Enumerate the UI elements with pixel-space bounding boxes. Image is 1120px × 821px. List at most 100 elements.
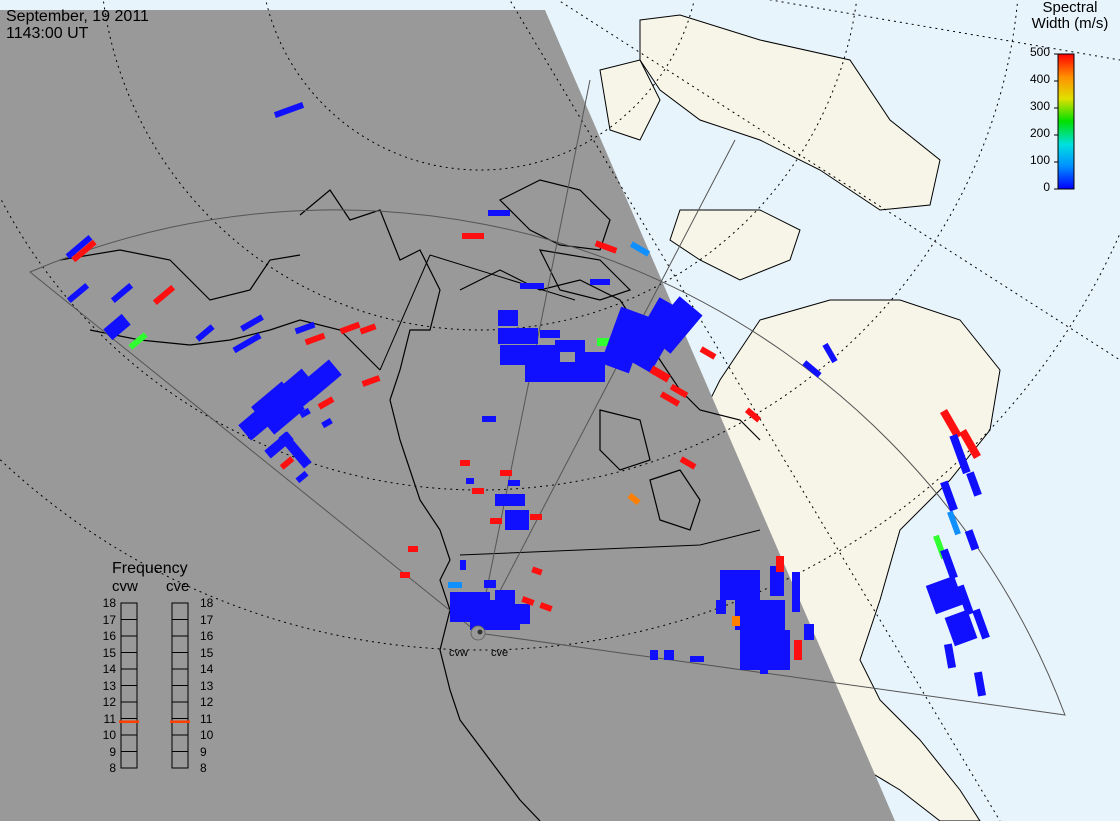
frequency-tick-label: 10 (200, 728, 214, 742)
backscatter-cell (925, 575, 965, 615)
frequency-tick-label: 10 (102, 728, 116, 742)
backscatter-cell (508, 480, 520, 486)
frequency-radar-cve: cve (166, 578, 190, 595)
backscatter-cell (555, 340, 585, 352)
backscatter-cell (400, 572, 410, 578)
backscatter-cell (448, 582, 462, 588)
backscatter-cell (650, 650, 658, 660)
backscatter-cell (964, 529, 980, 551)
backscatter-cell (232, 332, 262, 354)
colorbar-tick-label: 400 (1029, 72, 1050, 86)
great-lake (649, 469, 701, 531)
alaska-north-coast (59, 249, 301, 301)
backscatter-cell (956, 584, 974, 616)
backscatter-cell (466, 478, 474, 484)
backscatter-cell (539, 602, 553, 612)
backscatter-cell (359, 323, 377, 335)
colorbar-title: Spectral Width (m/s) (1020, 0, 1120, 32)
backscatter-cell (279, 456, 295, 470)
backscatter-cell (482, 416, 496, 422)
backscatter-cell (664, 650, 674, 660)
backscatter-cell (973, 671, 987, 697)
backscatter-cell (321, 417, 333, 429)
colorbar (1057, 53, 1075, 190)
backscatter-cell (484, 580, 496, 588)
backscatter-cell (770, 566, 784, 596)
backscatter-cell (959, 429, 981, 459)
backscatter-cell (600, 306, 650, 374)
backscatter-cell (590, 279, 610, 285)
backscatter-cell (940, 409, 962, 439)
frequency-tick-label: 11 (103, 711, 116, 726)
backscatter-cell (495, 494, 525, 506)
backscatter-cell (776, 556, 784, 572)
backscatter-cell (944, 609, 978, 647)
colorbar-title-line2: Width (m/s) (1031, 15, 1109, 32)
backscatter-cell (472, 488, 484, 494)
ellesmere (599, 59, 661, 141)
backscatter-cell (152, 284, 176, 306)
frequency-radar-cvw: cvw (112, 578, 138, 595)
frequency-tick-label: 16 (200, 629, 214, 643)
backscatter-cell (647, 296, 703, 354)
site-label-cvw: cvw (449, 647, 468, 659)
colorbar-tick-label: 300 (1029, 99, 1050, 113)
backscatter-cell (575, 352, 605, 382)
radar-site-dot (477, 629, 483, 635)
baffin-day (669, 209, 801, 281)
frequency-tick-label: 14 (102, 662, 116, 676)
backscatter-cell (525, 362, 575, 382)
backscatter-cell (238, 399, 282, 441)
backscatter-cell (110, 282, 134, 304)
frequency-panel-boxes (119, 602, 190, 769)
backscatter-cell (103, 313, 131, 341)
backscatter-cell (339, 321, 361, 335)
backscatter-cell (949, 433, 971, 475)
backscatter-cell (629, 241, 651, 257)
colorbar-title-line1: Spectral (1042, 0, 1098, 16)
backscatter-cell (498, 328, 538, 344)
backscatter-cell (716, 600, 726, 614)
lake-2 (599, 409, 651, 471)
arctic-island-2 (538, 249, 632, 301)
fov-outline (29, 209, 1066, 716)
backscatter-cell (488, 210, 510, 216)
frequency-tick-label: 8 (109, 761, 116, 775)
greenland (639, 14, 941, 211)
frequency-cell (120, 751, 138, 769)
backscatter-cell (966, 471, 982, 497)
backscatter-cell (760, 656, 768, 674)
frequency-tick-label: 11 (200, 711, 213, 726)
time-label: 1143:00 UT (6, 25, 89, 42)
colorbar-tick-label: 0 (1043, 180, 1050, 194)
backscatter-cell (195, 324, 215, 342)
frequency-tick-label: 18 (102, 596, 116, 610)
colorbar-tick-label: 200 (1029, 126, 1050, 140)
backscatter-cell (531, 566, 543, 576)
backscatter-cell (822, 342, 838, 364)
frequency-tick-label: 12 (102, 695, 116, 709)
backscatter-cell (294, 321, 316, 335)
backscatter-cell (804, 624, 814, 640)
backscatter-cell (690, 656, 704, 662)
backscatter-cell (295, 470, 309, 484)
colorbar-tick-label: 500 (1029, 45, 1050, 59)
backscatter-cell (699, 346, 717, 360)
frequency-cell (171, 751, 189, 769)
timestamp-header: September, 19 2011 1143:00 UT (6, 8, 149, 42)
backscatter-cell (65, 235, 93, 259)
backscatter-cell (361, 375, 381, 387)
backscatter-cell (972, 608, 990, 640)
backscatter-cell (594, 240, 618, 254)
backscatter-cell (510, 604, 530, 624)
backscatter-cell (720, 570, 760, 600)
site-label-cve: cve (491, 647, 509, 659)
alaska-border (379, 254, 431, 371)
backscatter-cell (278, 431, 312, 469)
backscatter-cell (66, 282, 90, 304)
territory-border (429, 254, 576, 301)
backscatter-cell (304, 332, 326, 346)
